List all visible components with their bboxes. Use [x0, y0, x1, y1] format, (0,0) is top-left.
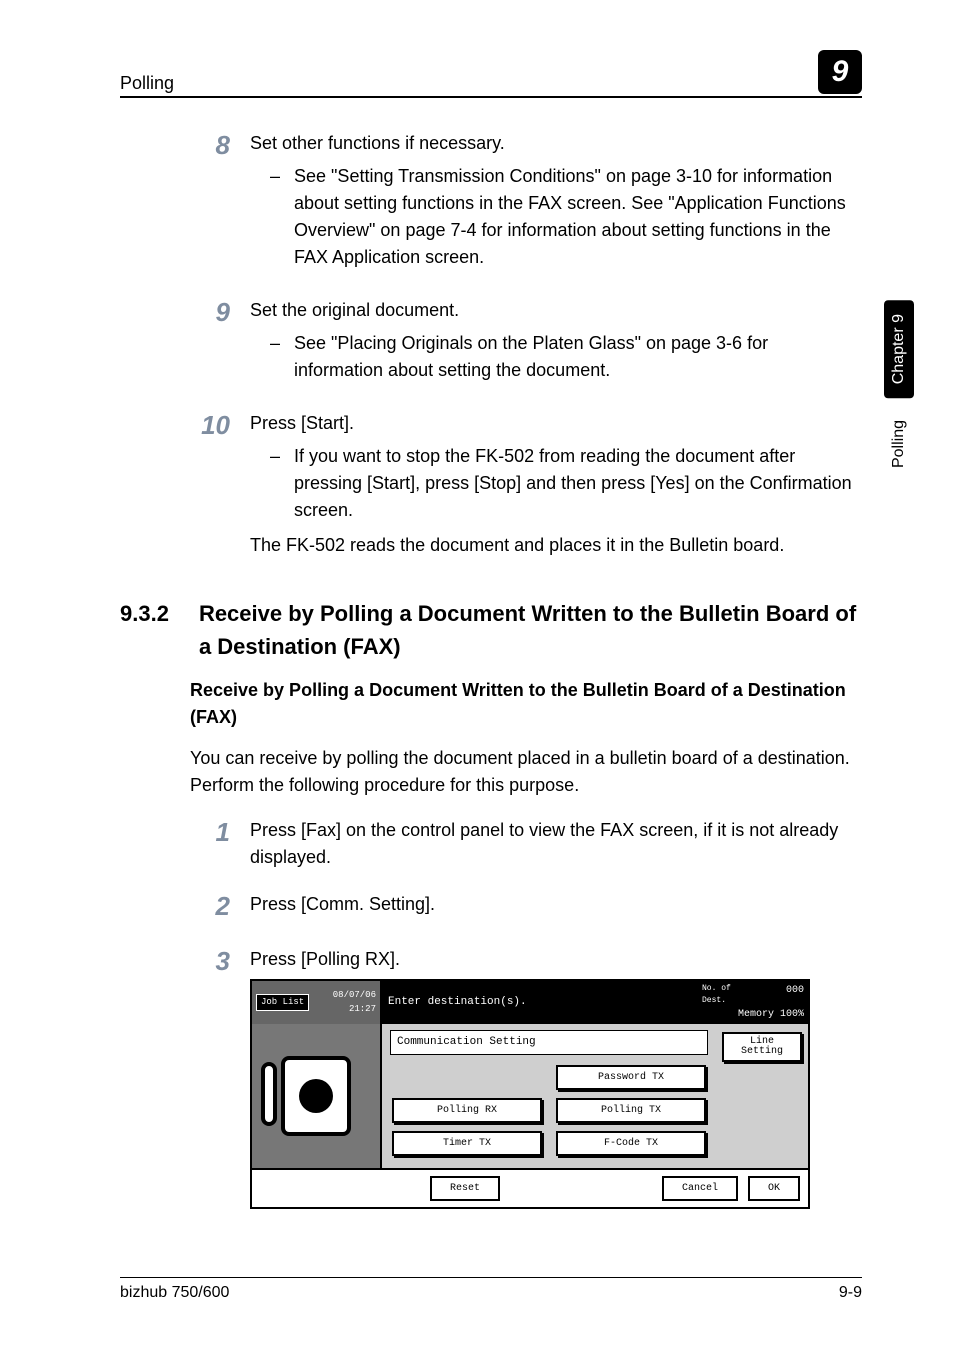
step: 1 Press [Fax] on the control panel to vi…: [190, 813, 862, 871]
step-body: Press [Fax] on the control panel to view…: [250, 813, 862, 871]
device-screen: Job List 08/07/06 21:27 Enter destinatio…: [250, 979, 810, 1209]
step-after: The FK-502 reads the document and places…: [250, 532, 862, 559]
datetime-label: 08/07/06 21:27: [313, 989, 376, 1016]
page-footer: bizhub 750/600 9-9: [120, 1277, 862, 1302]
step-body: Press [Start]. – If you want to stop the…: [250, 406, 862, 573]
step: 3 Press [Polling RX]. Job List 08/07/06 …: [190, 942, 862, 1209]
device-prompt: Enter destination(s).: [382, 981, 698, 1024]
header-section-label: Polling: [120, 73, 174, 94]
device-top-left: Job List 08/07/06 21:27: [252, 981, 382, 1024]
chapter-number-box: 9: [818, 50, 862, 94]
password-tx-button[interactable]: Password TX: [556, 1065, 706, 1090]
fcode-tx-button[interactable]: F-Code TX: [556, 1131, 706, 1156]
heading-2-title: Receive by Polling a Document Written to…: [199, 597, 862, 663]
device-top-right: No. of Dest. 000 Memory 100%: [698, 981, 808, 1024]
device-button-grid: Password TX Polling RX Polling TX Timer …: [390, 1061, 708, 1160]
dest-count: 000: [786, 983, 804, 1007]
step: 2 Press [Comm. Setting].: [190, 887, 862, 926]
bullet-text: See "Placing Originals on the Platen Gla…: [294, 330, 862, 384]
dest-label: No. of Dest.: [702, 983, 731, 1007]
step-lead: Press [Fax] on the control panel to view…: [250, 817, 862, 871]
step-number: 10: [190, 406, 230, 573]
step-lead: Set the original document.: [250, 297, 862, 324]
step-number: 8: [190, 126, 230, 277]
step-number: 9: [190, 293, 230, 390]
content: 8 Set other functions if necessary. – Se…: [190, 126, 862, 1209]
step: 8 Set other functions if necessary. – Se…: [190, 126, 862, 277]
step-body: Press [Comm. Setting].: [250, 887, 862, 926]
step-body: Set the original document. – See "Placin…: [250, 293, 862, 390]
step-lead: Set other functions if necessary.: [250, 130, 862, 157]
dash-icon: –: [270, 443, 280, 524]
ok-button[interactable]: OK: [748, 1176, 800, 1201]
bullet: – See "Placing Originals on the Platen G…: [270, 330, 862, 384]
side-chapter-box: Chapter 9: [884, 300, 914, 398]
step: 9 Set the original document. – See "Plac…: [190, 293, 862, 390]
dash-icon: –: [270, 330, 280, 384]
bullet: – See "Setting Transmission Conditions" …: [270, 163, 862, 271]
device-body: Communication Setting Password TX Pollin…: [252, 1024, 808, 1168]
step-lead: Press [Start].: [250, 410, 862, 437]
device-footer: Reset Cancel OK: [252, 1168, 808, 1207]
phone-icon: [281, 1056, 351, 1136]
memory-label: Memory 100%: [702, 1007, 804, 1022]
phone-handset-icon: [261, 1062, 277, 1126]
device-main: Communication Setting Password TX Pollin…: [382, 1024, 716, 1168]
side-tab: Chapter 9 Polling: [884, 300, 914, 478]
polling-tx-button[interactable]: Polling TX: [556, 1098, 706, 1123]
step-number: 2: [190, 887, 230, 926]
footer-right: 9-9: [839, 1284, 862, 1302]
cancel-button[interactable]: Cancel: [662, 1176, 738, 1201]
side-section-label: Polling: [884, 410, 914, 478]
step-number: 3: [190, 942, 230, 1209]
device-main-title: Communication Setting: [390, 1030, 708, 1055]
step-number: 1: [190, 813, 230, 871]
heading-3: Receive by Polling a Document Written to…: [190, 677, 862, 731]
timer-tx-button[interactable]: Timer TX: [392, 1131, 542, 1156]
footer-left: bizhub 750/600: [120, 1284, 229, 1302]
intro-paragraph: You can receive by polling the document …: [190, 745, 862, 799]
device-right: Communication Setting Password TX Pollin…: [382, 1024, 808, 1168]
job-list-button[interactable]: Job List: [256, 994, 309, 1012]
heading-2: 9.3.2 Receive by Polling a Document Writ…: [120, 597, 862, 663]
step-body: Press [Polling RX]. Job List 08/07/06 21…: [250, 942, 862, 1209]
step-lead: Press [Polling RX].: [250, 946, 862, 973]
dash-icon: –: [270, 163, 280, 271]
reset-button[interactable]: Reset: [430, 1176, 500, 1201]
device-side-column: Line Setting: [716, 1024, 808, 1168]
step: 10 Press [Start]. – If you want to stop …: [190, 406, 862, 573]
heading-2-number: 9.3.2: [120, 597, 169, 663]
step-lead: Press [Comm. Setting].: [250, 891, 862, 918]
bullet-text: If you want to stop the FK-502 from read…: [294, 443, 862, 524]
page-header: Polling 9: [120, 50, 862, 98]
step-body: Set other functions if necessary. – See …: [250, 126, 862, 277]
polling-rx-button[interactable]: Polling RX: [392, 1098, 542, 1123]
bullet-text: See "Setting Transmission Conditions" on…: [294, 163, 862, 271]
bullet: – If you want to stop the FK-502 from re…: [270, 443, 862, 524]
device-top-bar: Job List 08/07/06 21:27 Enter destinatio…: [252, 981, 808, 1024]
device-icon-column: [252, 1024, 382, 1168]
page: Polling 9 Chapter 9 Polling 8 Set other …: [0, 0, 954, 1352]
line-setting-button[interactable]: Line Setting: [722, 1032, 802, 1062]
